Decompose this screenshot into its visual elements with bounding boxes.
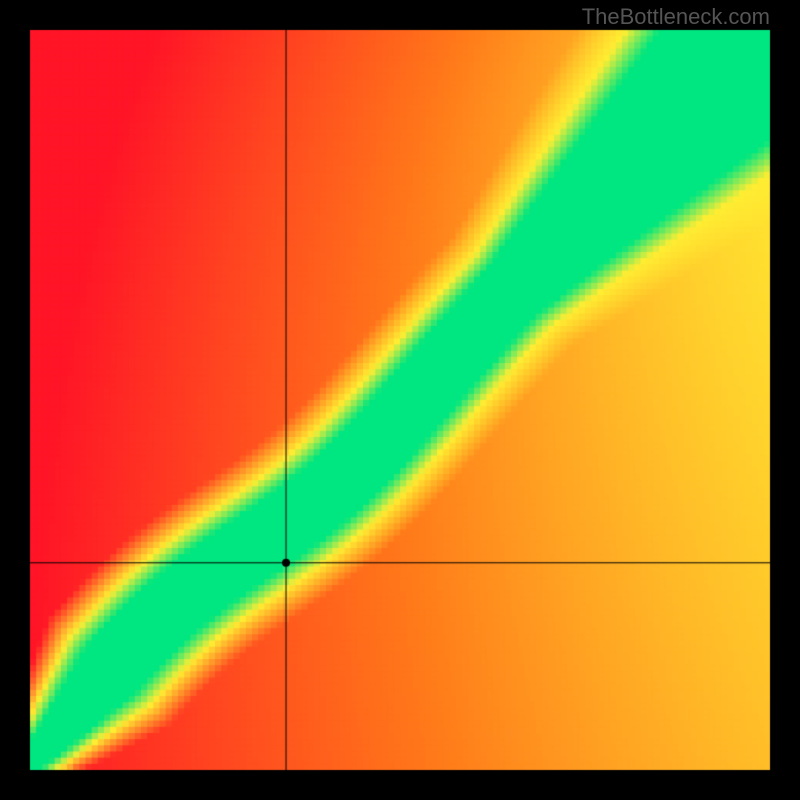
bottleneck-heatmap [0, 0, 800, 800]
watermark-text: TheBottleneck.com [582, 4, 770, 30]
